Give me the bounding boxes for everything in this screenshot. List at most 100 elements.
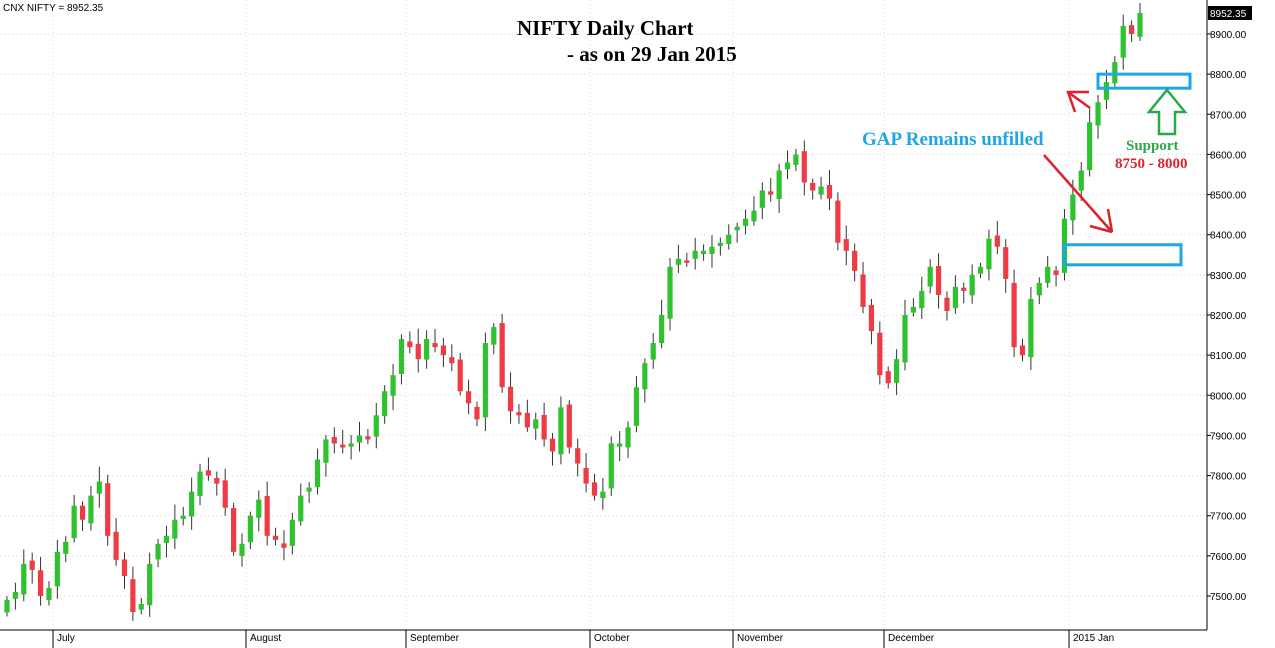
candle-down xyxy=(113,531,119,560)
y-tick-label: 8000.00 xyxy=(1210,391,1247,402)
candle-up xyxy=(902,315,908,363)
candle-up xyxy=(348,443,354,447)
candle-up xyxy=(180,515,186,519)
month-label: October xyxy=(594,633,630,644)
candle-up xyxy=(667,266,673,319)
candle-down xyxy=(1003,247,1009,279)
candle-down xyxy=(474,406,480,420)
candle-down xyxy=(768,191,774,195)
candle-down xyxy=(868,304,875,332)
month-label: December xyxy=(888,633,935,644)
candle-up xyxy=(398,339,405,375)
candle-up xyxy=(977,266,984,274)
candle-up xyxy=(659,315,665,344)
y-tick-label: 8500.00 xyxy=(1210,191,1247,202)
candle-up xyxy=(759,190,765,208)
candle-down xyxy=(331,437,337,444)
candle-down xyxy=(935,266,942,295)
price-axis: 7500.00 7600.00 7700.00 7800.00 7900.00 8000.… xyxy=(1207,5,1252,603)
candle-down xyxy=(835,200,841,243)
candle-up xyxy=(952,286,958,309)
candle-up xyxy=(382,391,388,417)
candle-down xyxy=(365,436,371,440)
candle-down xyxy=(801,151,807,183)
gap-arrow-head xyxy=(1089,208,1114,234)
candle-up xyxy=(776,170,782,199)
candle-down xyxy=(810,182,816,191)
support-range-label: 8750 - 8000 xyxy=(1115,156,1188,172)
candle-up xyxy=(700,250,707,254)
candle-up xyxy=(189,491,195,517)
y-tick-label: 7500.00 xyxy=(1210,592,1247,603)
candle-up xyxy=(1137,12,1143,37)
annotations-layer xyxy=(1043,72,1192,267)
candle-up xyxy=(491,327,497,345)
candle-down xyxy=(826,184,833,199)
candle-down xyxy=(583,467,589,484)
candle-up xyxy=(726,234,732,244)
symbol-label: CNX NIFTY = 8952.35 xyxy=(3,3,104,14)
candle-up xyxy=(247,515,253,543)
candle-up xyxy=(717,242,723,246)
chart-title: NIFTY Daily Chart xyxy=(517,16,694,40)
candle-down xyxy=(272,535,279,540)
candle-up xyxy=(138,604,144,610)
candle-up xyxy=(373,415,379,437)
candle-up xyxy=(71,505,77,539)
y-tick-label: 7700.00 xyxy=(1210,512,1247,523)
y-tick-label: 8900.00 xyxy=(1210,30,1247,41)
candle-up xyxy=(692,250,698,259)
gap-arrow-line xyxy=(1043,154,1113,233)
candle-down xyxy=(457,359,463,392)
y-tick-label: 7600.00 xyxy=(1210,552,1247,563)
candle-down xyxy=(575,448,581,464)
candle-down xyxy=(961,287,967,291)
candle-up xyxy=(793,154,799,165)
support-red-arrow xyxy=(1066,90,1091,113)
candle-up xyxy=(742,218,749,226)
candle-up xyxy=(289,519,295,546)
gridlines xyxy=(0,0,1207,630)
candle-up xyxy=(21,563,27,595)
candle-down xyxy=(449,357,455,364)
candle-down xyxy=(205,470,212,476)
candle-down xyxy=(130,579,136,613)
candle-up xyxy=(919,290,925,309)
candle-up xyxy=(323,439,329,463)
y-tick-label: 8700.00 xyxy=(1210,110,1247,121)
support-green-arrow xyxy=(1146,88,1188,136)
y-tick-label: 8600.00 xyxy=(1210,150,1247,161)
candle-down xyxy=(1019,345,1026,356)
y-tick-label: 8200.00 xyxy=(1210,311,1247,322)
candle-up xyxy=(533,419,539,429)
candle-down xyxy=(877,332,883,376)
candle-up xyxy=(46,587,52,601)
last-price-label: 8952.35 xyxy=(1210,9,1247,20)
candle-up xyxy=(1028,298,1034,358)
candle-down xyxy=(516,412,522,416)
y-tick-label: 7800.00 xyxy=(1210,472,1247,483)
candle-up xyxy=(390,375,396,396)
candle-down xyxy=(684,260,690,263)
y-tick-label: 8100.00 xyxy=(1210,351,1247,362)
candle-up xyxy=(1045,266,1051,283)
candle-down xyxy=(591,482,598,496)
month-label: August xyxy=(250,633,281,644)
month-label: July xyxy=(57,633,75,644)
candle-up xyxy=(4,600,10,613)
candle-up xyxy=(650,343,656,360)
candle-down xyxy=(432,343,438,348)
candle-down xyxy=(222,480,228,508)
candle-down xyxy=(1129,25,1135,34)
candle-up xyxy=(625,427,631,448)
candle-up xyxy=(1095,102,1101,126)
candle-up xyxy=(239,543,245,556)
candle-up xyxy=(1078,170,1084,191)
candle-up xyxy=(910,306,917,313)
y-tick-label: 8300.00 xyxy=(1210,271,1247,282)
candle-down xyxy=(407,341,413,348)
y-tick-label: 8800.00 xyxy=(1210,70,1247,81)
candle-up xyxy=(617,443,623,447)
candle-up xyxy=(675,258,682,265)
